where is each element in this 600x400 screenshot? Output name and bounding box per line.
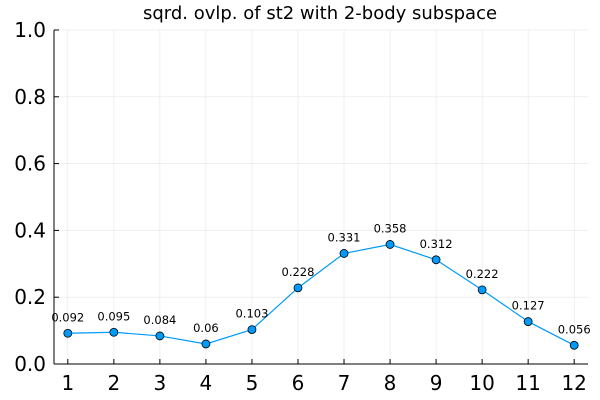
y-tick-label: 0.0 — [14, 352, 46, 376]
axes — [53, 29, 588, 365]
x-tick-label: 6 — [292, 371, 305, 395]
x-tick-label: 9 — [430, 371, 443, 395]
y-tick-label: 1.0 — [14, 18, 46, 42]
chart-title: sqrd. ovlp. of st2 with 2-body subspace — [143, 3, 497, 24]
x-tick-label: 8 — [384, 371, 397, 395]
y-tick-label: 0.4 — [14, 218, 46, 242]
data-label: 0.358 — [374, 221, 407, 235]
x-tick-label: 7 — [338, 371, 351, 395]
data-label: 0.222 — [466, 267, 499, 281]
x-tick-label: 12 — [561, 371, 586, 395]
x-tick-label: 1 — [61, 371, 74, 395]
data-labels: 0.092 0.095 0.084 0.06 0.103 0.228 0.331 0.358 0… — [51, 221, 590, 336]
x-tick-label: 10 — [469, 371, 494, 395]
data-point — [201, 339, 211, 349]
data-point — [247, 325, 257, 334]
x-tick-label: 3 — [154, 371, 167, 395]
data-point — [385, 240, 395, 249]
data-label: 0.331 — [328, 230, 361, 244]
data-point — [109, 327, 119, 337]
data-point — [477, 285, 487, 295]
data-label: 0.092 — [51, 310, 84, 324]
data-point — [155, 331, 165, 341]
data-label: 0.127 — [512, 299, 545, 313]
data-label: 0.06 — [193, 321, 219, 335]
y-tick-label: 0.8 — [14, 85, 46, 109]
data-point — [63, 328, 73, 338]
x-tick-label: 2 — [107, 371, 120, 395]
x-tick-label: 11 — [515, 371, 540, 395]
x-tick-label: 4 — [200, 371, 213, 395]
data-label: 0.312 — [420, 237, 453, 251]
data-point — [293, 283, 303, 293]
data-label: 0.103 — [235, 307, 268, 321]
data-point — [339, 249, 349, 258]
y-tick-label: 0.6 — [14, 152, 46, 176]
data-label: 0.095 — [97, 309, 130, 323]
data-point — [569, 340, 579, 350]
x-tick-label: 5 — [246, 371, 259, 395]
series — [63, 240, 579, 350]
y-tick-label: 0.2 — [14, 285, 46, 309]
data-point — [523, 317, 533, 326]
x-tick-labels: 1 2 3 4 5 6 7 8 9 10 11 12 — [61, 371, 586, 395]
data-point — [431, 255, 441, 265]
series-line — [67, 243, 575, 346]
data-label: 0.056 — [558, 322, 591, 336]
y-tick-labels: 0.0 0.2 0.4 0.6 0.8 1.0 — [14, 18, 46, 376]
data-label: 0.228 — [282, 265, 315, 279]
data-label: 0.084 — [143, 313, 176, 327]
grid — [54, 29, 588, 365]
